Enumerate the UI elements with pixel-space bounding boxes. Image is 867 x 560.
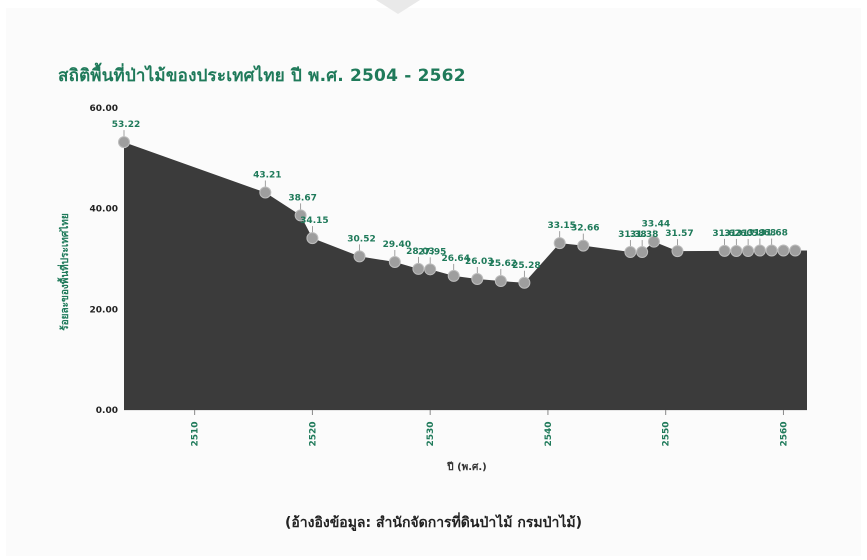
data-label: 32.66 (571, 224, 599, 234)
data-label: 30.52 (347, 234, 375, 244)
data-point (412, 262, 425, 275)
data-point (647, 235, 660, 248)
data-point (730, 244, 743, 257)
chart-title: สถิติพื้นที่ป่าไม้ของประเทศไทย ปี พ.ศ. 2… (58, 66, 466, 86)
data-markers (118, 136, 802, 289)
data-label: 53.22 (112, 120, 140, 130)
x-axis-title: ปี (พ.ศ.) (447, 461, 487, 473)
data-point (753, 244, 766, 257)
y-tick-label: 20.00 (90, 305, 118, 315)
x-tick-label: 2530 (426, 421, 436, 446)
data-point (789, 244, 802, 257)
data-label: 31.38 (618, 230, 646, 240)
label-leaders (123, 130, 773, 278)
x-tick-label: 2520 (308, 421, 318, 446)
y-tick-label: 40.00 (90, 205, 118, 215)
data-point (553, 237, 566, 250)
data-point (636, 246, 649, 259)
x-tick-label: 2510 (191, 421, 201, 446)
data-point (518, 276, 531, 289)
data-label: 34.15 (300, 216, 328, 226)
data-label: 31.62 (712, 229, 740, 239)
x-axis: 2510 2520 2530 2540 2550 2560 (124, 409, 807, 447)
data-label: 28.03 (406, 247, 434, 257)
data-point (306, 232, 319, 245)
data-label: 29.40 (383, 240, 411, 250)
data-point (259, 186, 272, 199)
data-label: 26.64 (441, 254, 469, 264)
data-point (388, 256, 401, 269)
y-axis-title: ร้อยละของพื้นที่ประเทศไทย (57, 213, 71, 331)
data-point (494, 275, 507, 288)
data-point (671, 245, 684, 258)
data-label: 33.44 (642, 220, 670, 230)
data-point (447, 269, 460, 282)
data-label: 25.62 (489, 259, 517, 269)
data-point (777, 244, 790, 257)
data-label: 25.28 (512, 261, 540, 271)
data-label: 31.58 (736, 229, 764, 239)
y-axis: 0.00 20.00 40.00 60.00 (90, 104, 118, 416)
data-point (765, 244, 778, 257)
data-point (624, 246, 637, 259)
x-tick-label: 2540 (544, 421, 554, 446)
y-tick-label: 0.00 (96, 406, 118, 416)
data-label: 26.03 (465, 257, 493, 267)
data-source-note: (อ้างอิงข้อมูล: สำนักจัดการที่ดินป่าไม้ … (284, 515, 583, 531)
data-point (353, 250, 366, 263)
data-label: 31.60 (724, 229, 752, 239)
data-point (742, 245, 755, 258)
data-label: 38.67 (288, 193, 316, 203)
top-decoration (376, 0, 420, 14)
data-point (718, 244, 731, 257)
data-label: 43.21 (253, 171, 281, 181)
data-label: 31.57 (665, 229, 693, 239)
data-point (424, 263, 437, 276)
data-label: 31.68 (748, 229, 776, 239)
y-tick-label: 60.00 (90, 104, 118, 114)
x-tick-label: 2550 (662, 421, 672, 446)
data-point (471, 272, 484, 285)
area-series (124, 142, 807, 410)
data-label: 31.38 (630, 230, 658, 240)
data-label: 27.95 (418, 247, 446, 257)
data-point (577, 239, 590, 252)
data-label: 33.15 (547, 221, 575, 231)
data-point (118, 136, 130, 149)
data-label: 31.68 (759, 229, 787, 239)
data-point (294, 209, 307, 222)
x-tick-label: 2560 (779, 421, 789, 446)
data-labels: 53.22 43.21 38.67 34.15 30.52 29.4028.0327.95… (112, 120, 788, 271)
